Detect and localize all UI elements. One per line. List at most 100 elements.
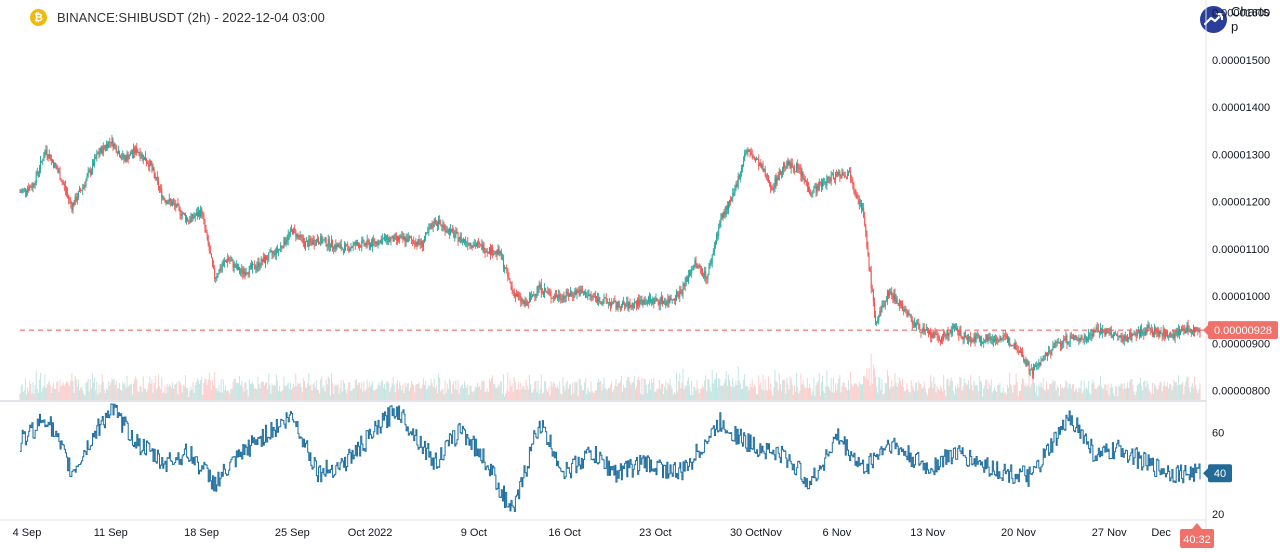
candle-body — [581, 291, 583, 293]
time-tick-label: 23 Oct — [639, 527, 671, 539]
candle-body — [222, 262, 224, 267]
volume-bar — [480, 389, 482, 400]
candle-body — [77, 191, 79, 199]
candle-body — [729, 200, 731, 203]
volume-bar — [148, 382, 150, 400]
candle-body — [27, 188, 29, 192]
volume-bar — [962, 386, 964, 400]
volume-bar — [1107, 383, 1109, 400]
volume-bar — [1027, 384, 1029, 400]
candle-body — [97, 153, 99, 155]
candle-body — [991, 339, 993, 340]
volume-bar — [154, 376, 156, 400]
volume-bar — [1187, 377, 1189, 400]
candle-body — [1164, 331, 1166, 337]
symbol-title: BINANCE:SHIBUSDT (2h) - 2022-12-04 03:00 — [57, 10, 325, 25]
volume-bar — [951, 381, 953, 400]
volume-bar — [1010, 384, 1012, 400]
volume-bar — [1163, 381, 1165, 400]
candle-body — [177, 203, 179, 205]
candle-body — [433, 219, 435, 227]
volume-bar — [966, 384, 968, 400]
candle-body — [562, 296, 564, 301]
volume-bar — [244, 382, 246, 400]
candle-body — [711, 254, 713, 264]
volume-bar — [143, 388, 145, 400]
volume-bar — [1099, 376, 1101, 400]
candle-body — [797, 164, 799, 168]
volume-bar — [703, 387, 705, 400]
candle-body — [491, 246, 493, 255]
candle-body — [1000, 338, 1002, 340]
candle-body — [315, 239, 317, 245]
volume-bar — [207, 379, 209, 400]
volume-bar — [668, 384, 670, 400]
volume-bar — [321, 376, 323, 400]
volume-bar — [222, 379, 224, 400]
candle-body — [1119, 336, 1121, 338]
volume-bar — [449, 381, 451, 400]
volume-bar — [42, 388, 44, 400]
volume-bar — [177, 394, 179, 400]
volume-bar — [189, 390, 191, 400]
volume-bar — [477, 383, 479, 400]
candle-body — [790, 162, 792, 169]
volume-bar — [651, 379, 653, 400]
candle-body — [466, 242, 468, 244]
candle-body — [617, 301, 619, 307]
volume-bar — [717, 387, 719, 400]
candle-body — [748, 150, 750, 152]
candle-body — [508, 276, 510, 279]
volume-bar — [740, 389, 742, 400]
volume-bar — [107, 389, 109, 400]
candle-body — [358, 244, 360, 248]
volume-bar — [938, 390, 940, 400]
candle-body — [765, 175, 767, 177]
candle-body — [937, 336, 939, 338]
volume-bar — [701, 385, 703, 400]
volume-bar — [613, 389, 615, 400]
volume-bar — [1000, 392, 1002, 400]
volume-bar — [647, 384, 649, 400]
candle-body — [448, 228, 450, 235]
candle-body — [188, 221, 190, 223]
volume-bar — [766, 390, 768, 400]
volume-bar — [100, 384, 102, 400]
volume-bar — [150, 383, 152, 400]
candle-body — [254, 264, 256, 269]
candle-body — [100, 147, 102, 153]
volume-bar — [35, 370, 37, 400]
candle-body — [531, 295, 533, 298]
volume-bar — [822, 375, 824, 400]
candle-body — [1178, 328, 1180, 335]
volume-bar — [709, 386, 711, 400]
candle-body — [414, 243, 416, 246]
volume-bar — [308, 373, 310, 400]
candle-body — [101, 147, 103, 154]
volume-bar — [685, 386, 687, 400]
candle-body — [36, 172, 38, 174]
volume-bar — [199, 383, 201, 400]
volume-bar — [1082, 390, 1084, 400]
volume-bar — [900, 385, 902, 400]
candle-body — [115, 145, 117, 153]
candle-body — [985, 335, 987, 340]
candle-body — [247, 273, 249, 275]
candle-body — [287, 234, 289, 241]
volume-bar — [380, 381, 382, 400]
volume-bar — [355, 378, 357, 400]
volume-bar — [674, 394, 676, 400]
volume-bar — [420, 388, 422, 400]
volume-bar — [342, 380, 344, 400]
volume-bar — [767, 376, 769, 400]
volume-bar — [314, 387, 316, 400]
candle-body — [1090, 334, 1092, 335]
candle-body — [294, 228, 296, 231]
volume-bar — [173, 388, 175, 400]
volume-bar — [465, 385, 467, 400]
volume-bar — [729, 380, 731, 400]
volume-bar — [905, 390, 907, 400]
volume-bar — [527, 389, 529, 400]
volume-bar — [1151, 382, 1153, 400]
volume-bar — [1148, 389, 1150, 400]
